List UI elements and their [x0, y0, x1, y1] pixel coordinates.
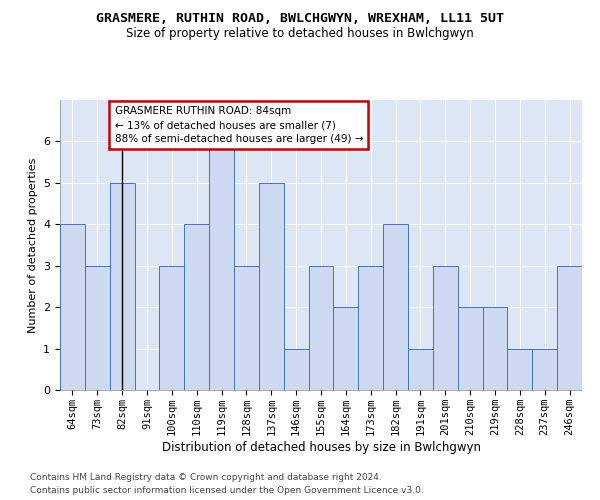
Bar — [408, 348, 433, 390]
Y-axis label: Number of detached properties: Number of detached properties — [28, 158, 38, 332]
Bar — [383, 224, 408, 390]
Text: Contains public sector information licensed under the Open Government Licence v3: Contains public sector information licen… — [30, 486, 424, 495]
Text: GRASMERE, RUTHIN ROAD, BWLCHGWYN, WREXHAM, LL11 5UT: GRASMERE, RUTHIN ROAD, BWLCHGWYN, WREXHA… — [96, 12, 504, 26]
Bar — [358, 266, 383, 390]
Bar — [259, 183, 284, 390]
Text: Size of property relative to detached houses in Bwlchgwyn: Size of property relative to detached ho… — [126, 28, 474, 40]
Bar — [532, 348, 557, 390]
Bar — [60, 224, 85, 390]
Bar — [85, 266, 110, 390]
Bar — [433, 266, 458, 390]
Bar — [508, 348, 532, 390]
Bar — [160, 266, 184, 390]
Bar — [482, 307, 508, 390]
Text: GRASMERE RUTHIN ROAD: 84sqm
← 13% of detached houses are smaller (7)
88% of semi: GRASMERE RUTHIN ROAD: 84sqm ← 13% of det… — [115, 106, 363, 144]
Bar — [234, 266, 259, 390]
Text: Contains HM Land Registry data © Crown copyright and database right 2024.: Contains HM Land Registry data © Crown c… — [30, 474, 382, 482]
Bar — [110, 183, 134, 390]
Bar — [334, 307, 358, 390]
Bar — [308, 266, 334, 390]
Bar — [557, 266, 582, 390]
Bar — [458, 307, 482, 390]
X-axis label: Distribution of detached houses by size in Bwlchgwyn: Distribution of detached houses by size … — [161, 440, 481, 454]
Bar — [209, 142, 234, 390]
Bar — [284, 348, 308, 390]
Bar — [184, 224, 209, 390]
